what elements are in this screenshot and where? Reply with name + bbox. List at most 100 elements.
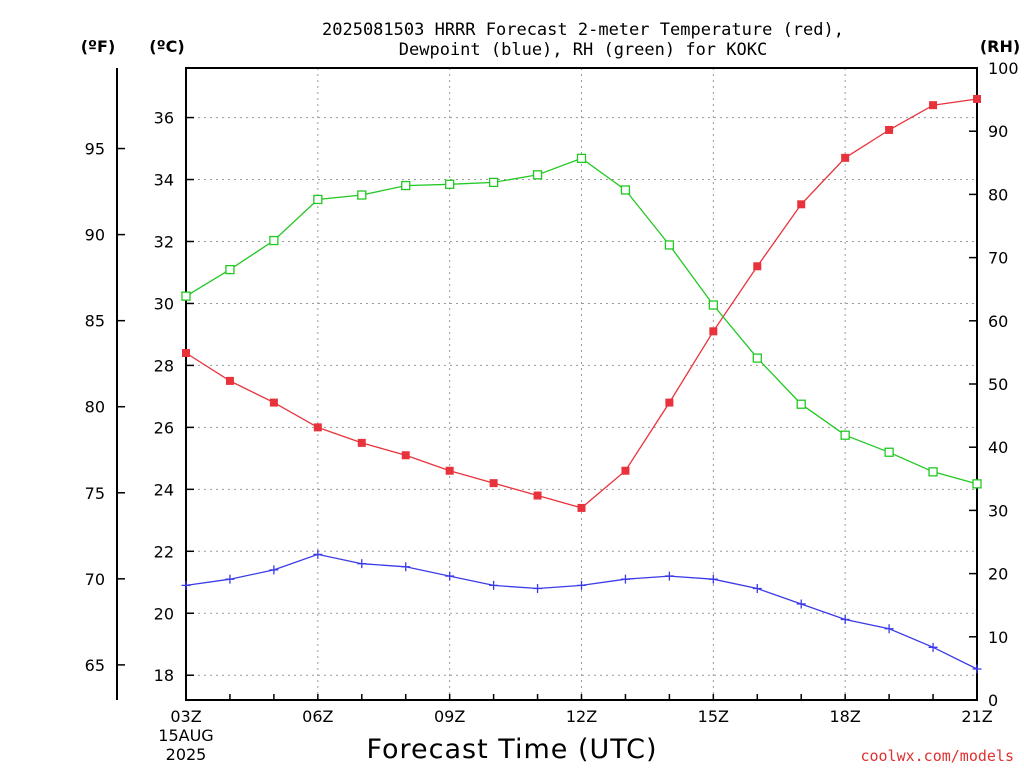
rh-point [357, 190, 367, 200]
temperature-point [797, 200, 806, 209]
dewpoint-point [181, 580, 191, 590]
dewpoint-point [620, 574, 630, 584]
dewpoint-point [796, 599, 806, 609]
temperature-point [445, 466, 454, 475]
temperature-point [313, 423, 322, 432]
temperature-point [709, 327, 718, 336]
fahrenheit-tick-label: 70 [85, 570, 105, 589]
x-axis-label: Forecast Time (UTC) [366, 734, 657, 765]
celsius-tick-label: 28 [154, 356, 174, 375]
rh-axis: 0 10 20 30 40 50 60 70 80 90 100 [969, 59, 1019, 710]
x-tick-label: 12Z [566, 707, 597, 726]
dewpoint-point [357, 559, 367, 569]
rh-point [708, 300, 718, 310]
temperature-point [269, 398, 278, 407]
rh-tick-label: 70 [988, 249, 1008, 268]
rh-point [664, 240, 675, 250]
dewpoint-point [489, 580, 499, 590]
fahrenheit-tick-label: 80 [85, 398, 105, 417]
temperature-point [401, 451, 410, 460]
rh-point [840, 430, 850, 440]
fahrenheit-tick-label: 95 [85, 140, 105, 159]
dewpoint-point [445, 571, 455, 581]
rh-tick-label: 20 [988, 565, 1008, 584]
data-series [181, 94, 982, 674]
temperature-point [929, 101, 938, 110]
x-tick-label: 09Z [434, 707, 465, 726]
fahrenheit-tick-label: 65 [85, 656, 105, 675]
temperature-point [621, 466, 630, 475]
temperature-point [665, 398, 674, 407]
rh-point [752, 353, 762, 363]
temperature-point [577, 503, 586, 512]
celsius-unit-label: (ºC) [149, 37, 184, 56]
dewpoint-point [313, 549, 323, 559]
rh-point [796, 399, 806, 409]
x-start-date-day: 15AUG [158, 726, 213, 745]
credit-text: coolwx.com/models [860, 747, 1014, 765]
dewpoint-point [664, 571, 674, 581]
chart-title-line2: Dewpoint (blue), RH (green) for KOKC [399, 40, 767, 60]
rh-tick-label: 80 [988, 185, 1008, 204]
celsius-tick-label: 34 [154, 171, 174, 190]
temperature-point [357, 438, 366, 447]
celsius-tick-label: 24 [154, 480, 174, 499]
dewpoint-point [401, 562, 411, 572]
x-tick-label: 18Z [830, 707, 861, 726]
rh-point [401, 180, 411, 191]
celsius-axis: 18 20 22 24 26 28 30 32 34 36 [154, 109, 194, 685]
dewpoint-point [840, 614, 850, 624]
temperature-point [885, 125, 894, 134]
fahrenheit-axis: 65 70 75 80 85 90 95 [85, 140, 125, 675]
fahrenheit-unit-label: (ºF) [81, 37, 116, 56]
rh-point [445, 179, 455, 189]
rh-point [576, 153, 587, 164]
rh-point [928, 467, 938, 477]
rh-tick-label: 90 [988, 122, 1008, 141]
dewpoint-point [533, 583, 543, 593]
x-tick-label: 06Z [302, 707, 333, 726]
temperature-point [225, 376, 234, 385]
celsius-tick-label: 26 [154, 418, 174, 437]
rh-tick-label: 30 [988, 501, 1008, 520]
dewpoint-point [752, 583, 762, 593]
celsius-tick-label: 18 [154, 666, 174, 685]
rh-point [532, 170, 543, 180]
temperature-point [489, 479, 498, 488]
fahrenheit-tick-label: 90 [85, 226, 105, 245]
celsius-tick-label: 32 [154, 232, 174, 251]
x-tick-label: 21Z [961, 707, 992, 726]
temperature-point [753, 262, 762, 271]
rh-tick-label: 40 [988, 438, 1008, 457]
rh-unit-label: (RH) [980, 37, 1020, 56]
fahrenheit-tick-label: 75 [85, 484, 105, 503]
time-axis: 03Z 06Z 09Z 12Z 15Z 18Z 21Z [170, 694, 993, 726]
dewpoint-point [928, 642, 938, 652]
rh-point [225, 264, 235, 275]
x-start-date-year: 2025 [166, 745, 207, 764]
rh-tick-label: 0 [988, 691, 998, 710]
rh-tick-label: 50 [988, 375, 1008, 394]
x-tick-label: 15Z [698, 707, 729, 726]
temperature-point [841, 153, 850, 162]
rh-point [488, 177, 499, 188]
rh-point [269, 235, 279, 246]
chart-title-line1: 2025081503 HRRR Forecast 2-meter Tempera… [322, 20, 844, 40]
dewpoint-point [577, 580, 586, 590]
rh-point [181, 291, 191, 301]
rh-point [313, 194, 323, 205]
celsius-tick-label: 36 [154, 109, 174, 128]
celsius-tick-label: 30 [154, 294, 174, 313]
rh-tick-label: 100 [988, 59, 1019, 78]
rh-tick-label: 10 [988, 628, 1008, 647]
rh-point [620, 185, 631, 195]
temperature-point [182, 349, 190, 358]
rh-point [972, 479, 982, 489]
temperature-point [533, 491, 542, 500]
fahrenheit-tick-label: 85 [85, 312, 105, 331]
celsius-tick-label: 20 [154, 604, 174, 623]
rh-point [884, 447, 894, 457]
dewpoint-point [708, 574, 718, 584]
x-tick-label: 03Z [170, 707, 201, 726]
